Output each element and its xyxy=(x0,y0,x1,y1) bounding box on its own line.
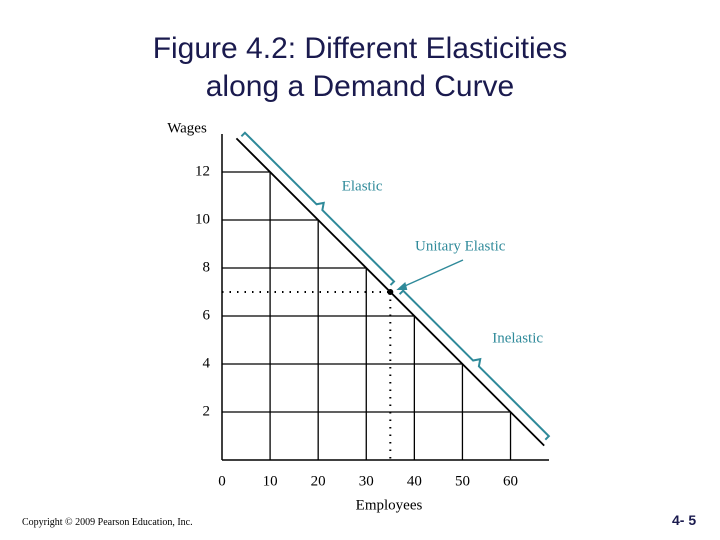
x-tick-label: 0 xyxy=(218,473,226,489)
bracket xyxy=(240,131,396,286)
x-axis-label: Employees xyxy=(356,497,423,513)
y-tick-label: 4 xyxy=(203,355,211,371)
annotation: Elastic xyxy=(342,178,383,194)
y-tick-label: 8 xyxy=(203,259,211,275)
x-tick-label: 60 xyxy=(503,473,518,489)
x-tick-label: 30 xyxy=(359,473,374,489)
y-tick-label: 6 xyxy=(203,307,211,323)
copyright: Copyright © 2009 Pearson Education, Inc. xyxy=(22,517,193,528)
annotation-arrow xyxy=(400,259,464,289)
annotation: Inelastic xyxy=(492,331,543,347)
page-number: 4- 5 xyxy=(672,512,697,528)
y-axis-label: Wages xyxy=(167,120,207,136)
arrow-head xyxy=(396,282,408,290)
slide-title: Figure 4.2: Different Elasticities along… xyxy=(152,32,568,103)
bracket xyxy=(398,289,551,441)
y-tick-label: 12 xyxy=(195,163,210,179)
x-tick-label: 20 xyxy=(311,473,326,489)
annotation: Unitary Elastic xyxy=(415,238,506,254)
y-tick-label: 10 xyxy=(195,211,210,227)
x-tick-label: 50 xyxy=(455,473,470,489)
unitary-point xyxy=(387,289,394,295)
y-tick-label: 2 xyxy=(203,403,211,419)
x-tick-label: 10 xyxy=(263,473,278,489)
x-tick-label: 40 xyxy=(407,473,422,489)
